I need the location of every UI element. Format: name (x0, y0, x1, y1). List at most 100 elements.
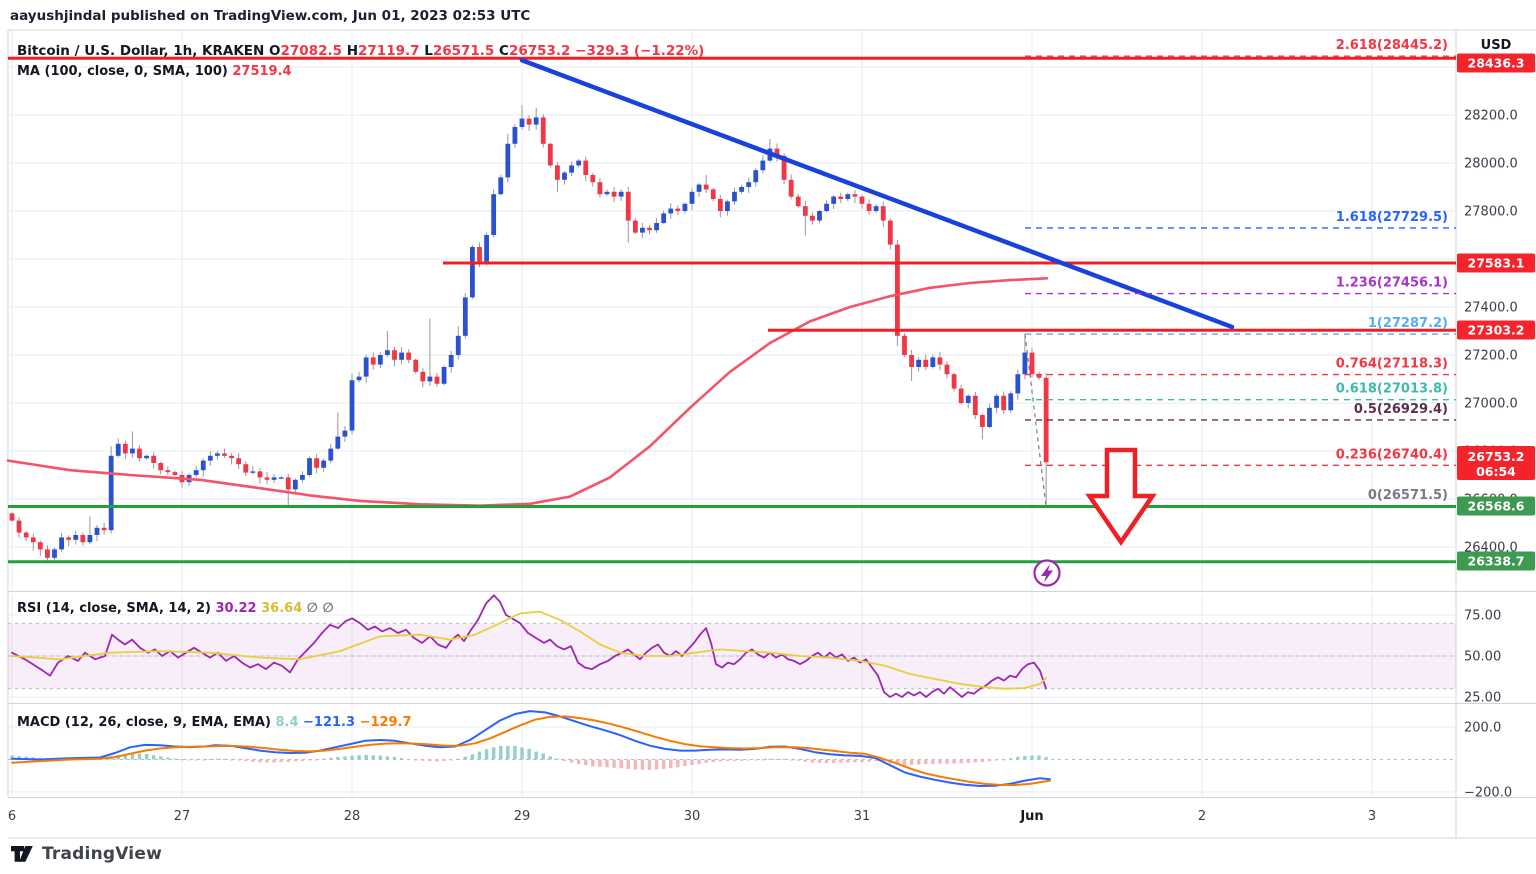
legend-run: −129.7 (360, 715, 412, 730)
candle-up (753, 170, 759, 183)
chart-frame (7, 29, 1536, 839)
candle-down (958, 388, 964, 403)
legend-run: Bitcoin / U.S. Dollar, 1h, KRAKEN (17, 43, 264, 59)
candle-down (838, 196, 844, 199)
macd-histogram-bar (846, 759, 850, 763)
macd-histogram-bar (201, 759, 205, 761)
legend-run: L (420, 43, 434, 59)
legend-run: 30.22 (215, 601, 256, 616)
rsi-band (8, 622, 1456, 760)
legend-run: MA (100, close, 0, SMA, 100) (17, 64, 232, 79)
fib-baseline[interactable] (1024, 333, 1047, 506)
candle-down (703, 184, 709, 190)
macd-histogram-bar (647, 759, 652, 770)
descending-trendline[interactable] (519, 58, 1235, 330)
candle-down (137, 448, 142, 459)
candle-up (845, 194, 851, 199)
macd-histogram-bar (463, 756, 468, 760)
legend-run: −329.3 (−1.22%) (570, 43, 704, 59)
chart-drawings[interactable]: 2.618(28445.2) 1.618(27729.5) 1.236(27456.… (8, 38, 1456, 587)
macd-histogram-bar (399, 758, 404, 760)
macd-histogram-bar (499, 745, 503, 760)
candle-up (87, 535, 93, 543)
macd-histogram-bar (909, 759, 914, 765)
macd-histogram-bar (1044, 757, 1048, 760)
candle-up (831, 196, 837, 204)
resistance-label-28436-badge (1457, 53, 1535, 73)
fib-level-label: 1(27287.2) (1368, 316, 1448, 331)
candle-down (795, 196, 801, 207)
macd-histogram-bar (265, 759, 269, 763)
macd-histogram-bar (534, 751, 538, 760)
candle-down (158, 463, 164, 471)
macd-histogram-bar (470, 754, 475, 760)
macd-histogram-bar (831, 759, 836, 764)
macd-histogram-bar (244, 759, 248, 762)
candle-up (562, 172, 567, 180)
candle-down (675, 208, 681, 211)
candle-up (1008, 393, 1014, 411)
macd-histogram-bar (761, 759, 765, 761)
legend-row: MACD (12, 26, close, 9, EMA, EMA) 8.4 −1… (17, 715, 412, 730)
axes[interactable]: USD28400.028200.028000.027800.027600.027… (8, 38, 1535, 824)
macd-histogram-bar (329, 757, 333, 760)
macd-histogram-bar (17, 756, 21, 760)
sma-100-curve (6, 276, 1049, 508)
macd-histogram-bar (137, 753, 142, 760)
ma-100-line (6, 276, 1049, 508)
price-tick-label: 28000.0 (1464, 157, 1518, 172)
macd-histogram-bar (442, 759, 446, 761)
macd-histogram-bar (810, 759, 815, 763)
down-arrow-annotation[interactable] (1085, 447, 1157, 546)
candle-down (810, 215, 815, 221)
macd-histogram-bar (406, 759, 411, 761)
macd-histogram-bar (258, 759, 262, 763)
time-axis-label: Jun (1019, 809, 1043, 824)
macd-histogram-bar (973, 759, 978, 763)
candle-down (880, 206, 886, 221)
candle-up (505, 143, 511, 178)
candle-down (526, 118, 532, 125)
macd-histogram-bar (775, 758, 779, 760)
macd-tick-label: −200.0 (1464, 786, 1512, 801)
candle-down (257, 471, 263, 478)
macd-histogram-bar (251, 759, 255, 762)
resistance-label-27583-badge (1457, 253, 1535, 273)
macd-histogram-bar (173, 758, 177, 760)
price-tick-label: 28200.0 (1464, 109, 1518, 124)
legend-run: MACD (12, 26, close, 9, EMA, EMA) (17, 715, 275, 730)
candle-up (569, 165, 574, 173)
candle-up (271, 477, 277, 480)
price-scale-currency: USD (1481, 38, 1512, 53)
macd-histogram-bar (739, 759, 744, 761)
candle-up (824, 203, 829, 211)
macd-histogram-bar (987, 759, 992, 762)
macd-histogram-bar (654, 759, 659, 770)
candle-up (618, 191, 624, 197)
macd-histogram-bar (945, 759, 949, 764)
macd-histogram-bar (683, 759, 687, 767)
macd-histogram-bar (222, 758, 227, 760)
macd-histogram-bar (385, 756, 390, 760)
candle-up (448, 355, 454, 367)
candle-down (951, 374, 957, 389)
candle-up (115, 443, 121, 456)
tradingview-logo[interactable]: TradingView (10, 844, 162, 864)
macd-histogram-bar (796, 759, 800, 761)
macd-histogram-bar (725, 759, 730, 761)
candle-up (462, 297, 468, 336)
candle-down (852, 194, 858, 197)
macd-histogram-bar (768, 758, 772, 760)
macd-histogram-bar (746, 759, 751, 761)
candle-up (207, 455, 213, 461)
candle-up (292, 479, 298, 490)
candle-up (300, 475, 305, 480)
macd-histogram-bar (449, 759, 453, 761)
macd-histogram-bar (803, 759, 808, 762)
legend-run: RSI (14, close, SMA, 14, 2) (17, 601, 215, 616)
tradingview-logo-text: TradingView (42, 844, 162, 864)
rsi-line (11, 594, 1047, 698)
macd-histogram-bar (286, 759, 290, 762)
candle-down (413, 359, 419, 372)
